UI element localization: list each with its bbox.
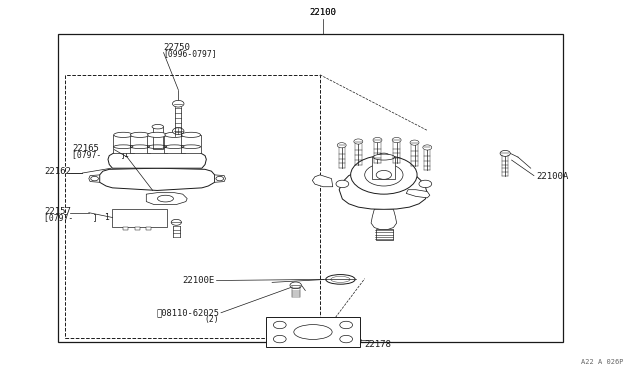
Text: 22750: 22750 [164,42,191,51]
Bar [153,127,163,149]
Circle shape [419,180,432,187]
Circle shape [340,321,353,329]
Circle shape [500,150,510,156]
Circle shape [172,219,181,225]
Bar [58,34,563,341]
Bar [113,209,167,227]
Circle shape [273,335,286,343]
Circle shape [351,155,417,194]
Polygon shape [312,175,333,187]
Text: 22165: 22165 [72,144,99,153]
Bar [372,157,396,179]
Text: 22100: 22100 [310,9,337,17]
Bar [266,317,360,347]
Text: 22178: 22178 [365,340,392,349]
Circle shape [423,145,432,150]
Text: 1: 1 [104,214,109,222]
Polygon shape [108,148,206,168]
Ellipse shape [165,132,184,137]
Circle shape [91,176,99,181]
Text: (2): (2) [204,315,219,324]
Bar [65,75,320,338]
Text: [0797-    ]: [0797- ] [44,214,98,222]
Polygon shape [147,193,187,205]
Ellipse shape [294,325,332,339]
Bar [147,135,168,153]
Text: 22100E: 22100E [182,276,214,285]
Circle shape [273,321,286,329]
Circle shape [392,137,401,142]
Text: 22100A: 22100A [536,172,568,181]
Circle shape [376,170,392,179]
Ellipse shape [148,132,167,137]
Circle shape [354,139,363,144]
Circle shape [373,137,382,142]
Text: 22157: 22157 [44,208,71,217]
Polygon shape [406,190,430,198]
Ellipse shape [326,275,355,284]
Text: [0797-    ]: [0797- ] [72,150,126,159]
Polygon shape [339,167,428,209]
Circle shape [340,335,353,343]
Circle shape [337,142,346,148]
Polygon shape [100,168,214,190]
Bar [130,135,150,153]
Text: 22100: 22100 [310,9,337,17]
Text: A22 A 026P: A22 A 026P [581,359,623,365]
Polygon shape [89,175,100,182]
Text: [0996-0797]: [0996-0797] [164,49,217,58]
Polygon shape [214,175,225,182]
Circle shape [378,153,390,161]
Circle shape [216,176,223,181]
Bar [113,135,134,153]
Circle shape [173,128,184,135]
Circle shape [336,180,349,187]
Ellipse shape [114,132,133,137]
Circle shape [290,282,301,289]
Text: 22162: 22162 [44,167,71,176]
Bar [180,135,201,153]
Bar [147,227,152,231]
Ellipse shape [181,132,200,137]
Bar [124,227,129,231]
Polygon shape [371,209,397,230]
Ellipse shape [131,132,150,137]
Ellipse shape [331,276,350,282]
Circle shape [173,100,184,107]
Bar [135,227,140,231]
Circle shape [410,140,419,145]
Bar [376,229,394,240]
Text: 1: 1 [124,150,128,159]
Ellipse shape [152,125,164,129]
Circle shape [365,164,403,186]
Bar [164,135,184,153]
Ellipse shape [373,154,395,160]
Text: Ⓑ08110-62025: Ⓑ08110-62025 [156,308,219,317]
